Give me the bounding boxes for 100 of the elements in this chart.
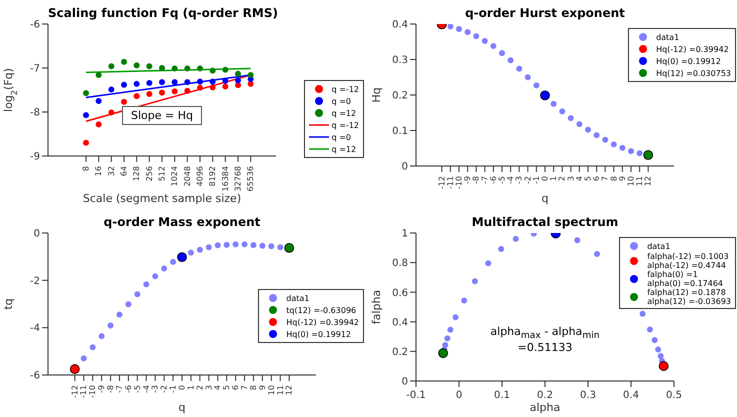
y-tick-label: 0.2 (392, 346, 408, 358)
point (658, 361, 669, 371)
y-tick-label: 0.6 (392, 288, 408, 299)
point (134, 80, 140, 87)
point (184, 65, 190, 72)
legend-label: data1 (647, 242, 670, 250)
point (444, 335, 450, 342)
point (214, 242, 221, 248)
x-tick-label: -9 (97, 385, 106, 393)
x-tick-label: -12 (437, 176, 446, 190)
legend-label: falpha(12) =0.1878 alpha(12) =-0.03693 (647, 288, 731, 306)
legend-label: Hq(-12) =0.39942 (286, 318, 359, 326)
point (508, 57, 514, 64)
legend-label: q =12 (332, 144, 356, 154)
point (461, 297, 468, 304)
point (210, 78, 216, 85)
point (268, 243, 274, 250)
point (170, 258, 176, 265)
point (594, 132, 600, 138)
x-tick-label: 0.3 (580, 390, 596, 401)
point (235, 77, 241, 84)
x-tick-label: -10 (88, 385, 98, 398)
x-tick-label: 12 (644, 176, 653, 186)
x-tick-label: 9 (618, 176, 627, 182)
y-tick-label: 0.3 (392, 55, 408, 66)
point (172, 79, 178, 86)
point (96, 72, 102, 78)
point (96, 121, 102, 128)
x-tick-label: 11 (635, 176, 644, 186)
point (628, 148, 634, 154)
x-tick-label: -5 (132, 385, 142, 393)
point (172, 88, 178, 94)
x-tick-label: -7 (114, 385, 124, 393)
x-tick-label: 256 (144, 166, 154, 182)
x-axis-title: q (178, 401, 186, 414)
point (83, 112, 89, 118)
point (452, 314, 459, 320)
point (490, 43, 496, 50)
point (585, 126, 591, 133)
x-tick-label: 32768 (234, 166, 242, 192)
legend-label: q =12 (332, 108, 356, 118)
point (108, 63, 114, 70)
point (177, 252, 187, 262)
legend-label: Hq(0) =0.19912 (286, 330, 352, 338)
point (70, 364, 80, 374)
point (121, 82, 127, 88)
y-tick-label: -6 (30, 370, 40, 382)
point (224, 242, 230, 248)
point (516, 66, 522, 72)
point (80, 355, 87, 362)
x-tick-label: 6 (592, 176, 602, 182)
x-tick-label: 10 (266, 385, 276, 396)
point (172, 65, 178, 72)
point (125, 301, 132, 308)
point (197, 84, 203, 91)
x-tick-label: 8 (82, 166, 90, 172)
chart-title: Multifractal spectrum (470, 215, 620, 229)
y-tick-label: 1 (402, 228, 408, 240)
x-tick-label: 0.2 (537, 390, 553, 401)
annotation: Slope = Hq (122, 106, 202, 125)
x-tick-label: 0.4 (623, 390, 639, 401)
x-tick-label: 3 (566, 176, 576, 182)
point (499, 50, 505, 56)
point (108, 86, 114, 93)
point (83, 140, 89, 146)
point (210, 84, 216, 90)
y-tick-label: -8 (30, 108, 40, 119)
point (652, 337, 658, 344)
point (235, 82, 241, 88)
point (610, 141, 617, 148)
x-tick-label: 0 (540, 176, 550, 182)
y-tick-label: 0.4 (392, 20, 408, 31)
legend-label: q =0 (332, 96, 352, 106)
x-tick-label: 0.5 (666, 390, 682, 401)
x-tick-label: 11 (276, 385, 285, 396)
point (108, 109, 114, 116)
x-tick-label: 4 (213, 385, 222, 390)
x-tick-label: 32 (106, 166, 116, 176)
x-tick-label: 8 (609, 176, 618, 182)
point (456, 26, 462, 32)
x-tick-label: 6 (231, 385, 240, 390)
point (533, 82, 540, 88)
point (152, 273, 158, 280)
chart-title: q-order Mass exponent (102, 215, 262, 229)
x-axis-title: alpha (530, 401, 560, 414)
x-tick-label: -5 (498, 176, 506, 184)
legend-label: Hq(-12) =0.39942 (656, 44, 729, 54)
point (576, 121, 582, 128)
point (146, 63, 152, 70)
point (550, 100, 557, 107)
point (232, 241, 239, 248)
legend-label: q =0 (332, 132, 352, 142)
point (134, 93, 140, 100)
chart-title: q-order Hurst exponent (464, 6, 626, 20)
x-tick-label: -7 (480, 176, 490, 184)
point (134, 62, 140, 68)
x-tick-label: -4 (506, 176, 516, 184)
x-tick-label: 128 (132, 166, 142, 182)
x-tick-label: 4 (574, 176, 584, 182)
point (447, 24, 454, 30)
